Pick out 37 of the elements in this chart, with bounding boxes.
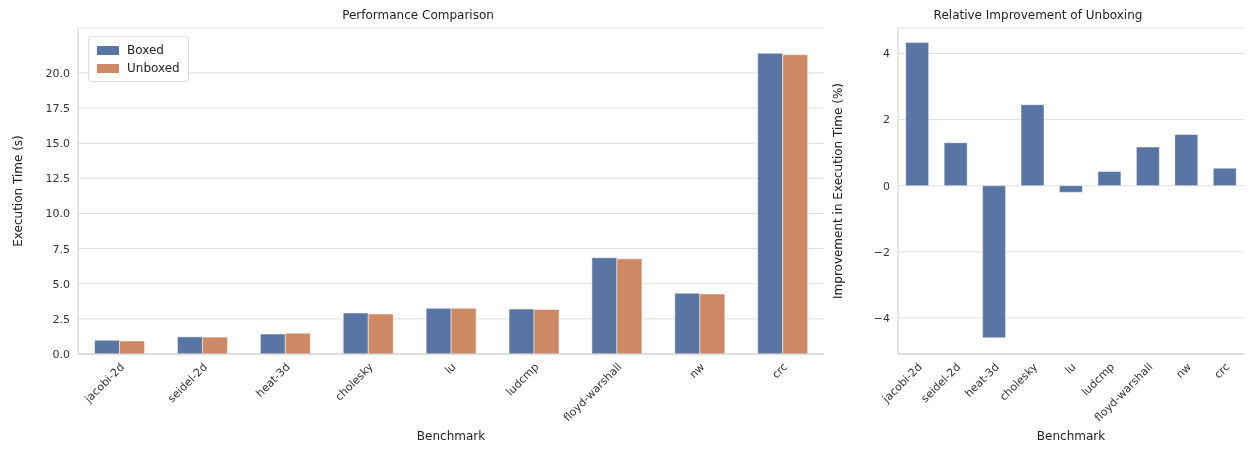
x-tick-label: crc [1211, 360, 1233, 382]
legend-label: Boxed [127, 42, 164, 59]
y-tick-label: 15.0 [45, 137, 70, 151]
y-axis-title: Improvement in Execution Time (%) [831, 83, 846, 299]
y-tick-label: 0.0 [52, 347, 70, 361]
y-tick-label: 4 [883, 47, 890, 61]
x-tick-label: lu [1062, 360, 1079, 377]
x-axis-title: Benchmark [416, 429, 486, 443]
y-tick-label: 10.0 [45, 207, 70, 221]
chart-title: Relative Improvement of Unboxing [932, 8, 1144, 24]
y-tick-label: −4 [873, 311, 890, 325]
y-tick-label: 2 [883, 113, 890, 127]
legend-label: Unboxed [127, 60, 180, 77]
x-tick-label: crc [769, 360, 791, 382]
bar [982, 185, 1006, 339]
bar [1136, 146, 1160, 186]
y-tick-label: 2.5 [52, 312, 70, 326]
y-tick-label: 17.5 [45, 102, 70, 115]
x-tick-label: lu [442, 360, 459, 377]
y-tick-label: 5.0 [52, 277, 70, 291]
chart-title: Performance Comparison [341, 8, 495, 24]
y-tick-label: 7.5 [52, 242, 70, 256]
y-tick-label: 0 [883, 179, 890, 193]
y-axis-title: Execution Time (s) [11, 135, 26, 247]
bar [1020, 104, 1045, 186]
bar [1059, 185, 1083, 193]
x-axis-title: Benchmark [1036, 429, 1106, 443]
bar [905, 42, 929, 186]
y-tick-label: 12.5 [45, 172, 70, 186]
y-tick-label: −2 [873, 245, 890, 259]
bar [1212, 167, 1237, 186]
x-tick-label: nw [686, 360, 708, 381]
bar [1174, 134, 1199, 186]
bar [943, 142, 968, 186]
bar [1097, 171, 1122, 186]
x-tick-label: nw [1173, 360, 1194, 381]
y-tick-label: 20.0 [45, 66, 70, 80]
